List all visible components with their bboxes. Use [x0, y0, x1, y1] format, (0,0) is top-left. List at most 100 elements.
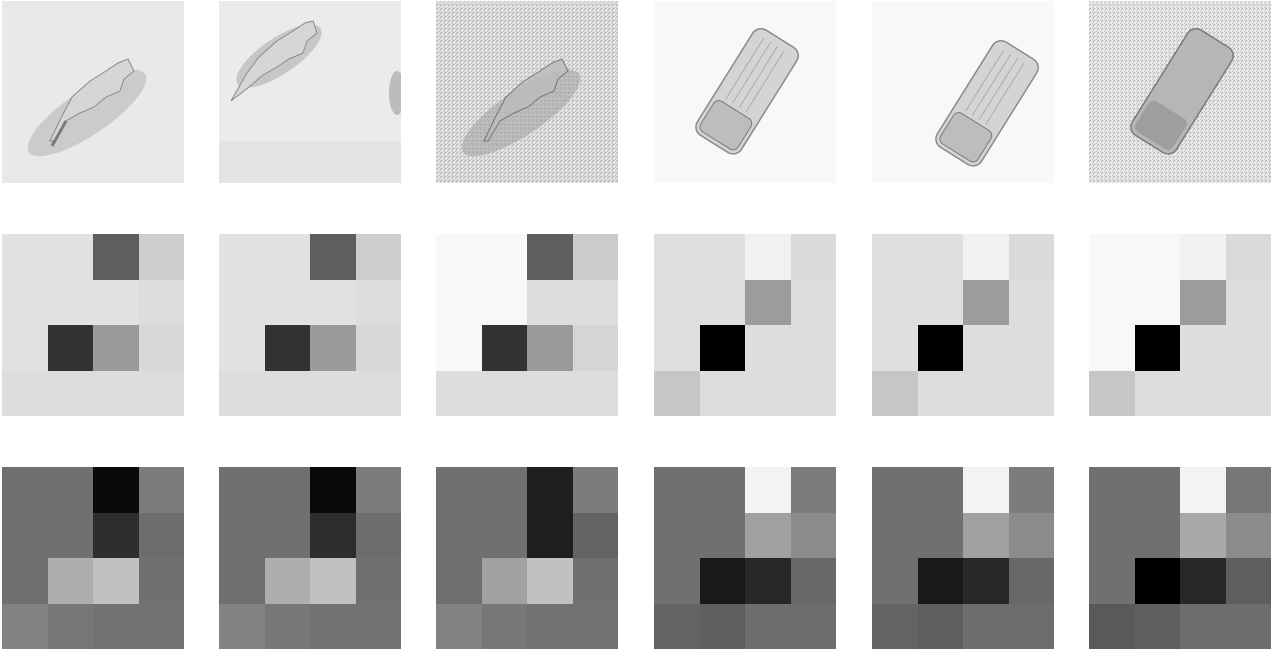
- feature-cell: [654, 279, 700, 325]
- cat-figurine-shifted-image: [219, 1, 401, 183]
- feature-cell: [481, 234, 527, 280]
- feature-cell: [436, 370, 482, 416]
- feature-cell: [699, 325, 745, 371]
- feature-cell: [963, 279, 1009, 325]
- feature-map-a-0: [2, 234, 184, 416]
- feature-cell: [699, 279, 745, 325]
- feature-cell: [1225, 512, 1271, 558]
- feature-cell: [572, 234, 618, 280]
- feature-cell: [93, 603, 139, 649]
- feature-cell: [436, 512, 482, 558]
- feature-cell: [917, 279, 963, 325]
- feature-map-a-3: [654, 234, 836, 416]
- feature-cell: [47, 325, 93, 371]
- feature-cell: [1008, 467, 1054, 513]
- feature-cell: [745, 279, 791, 325]
- feature-map-a-2: [436, 234, 618, 416]
- feature-cell: [872, 370, 918, 416]
- feature-cell: [264, 370, 310, 416]
- feature-cell: [355, 234, 401, 280]
- feature-cell: [355, 325, 401, 371]
- feature-cell: [310, 512, 356, 558]
- feature-cell: [93, 325, 139, 371]
- feature-cell: [93, 279, 139, 325]
- feature-cell: [1134, 370, 1180, 416]
- feature-cell: [47, 234, 93, 280]
- feature-cell: [47, 370, 93, 416]
- feature-cell: [745, 467, 791, 513]
- feature-map-a-5: [1089, 234, 1271, 416]
- feature-cell: [872, 512, 918, 558]
- feature-cell: [436, 234, 482, 280]
- feature-cell: [1089, 603, 1135, 649]
- feature-cell: [355, 279, 401, 325]
- feature-cell: [963, 603, 1009, 649]
- input-image-cat-original: [2, 1, 184, 183]
- feature-cell: [790, 279, 836, 325]
- feature-cell: [219, 370, 265, 416]
- input-image-van-original: [654, 1, 836, 183]
- feature-cell: [1180, 558, 1226, 604]
- feature-cell: [138, 279, 184, 325]
- feature-cell: [745, 558, 791, 604]
- feature-cell: [1008, 279, 1054, 325]
- feature-cell: [138, 558, 184, 604]
- feature-cell: [1180, 603, 1226, 649]
- feature-cell: [1089, 234, 1135, 280]
- feature-cell: [654, 370, 700, 416]
- feature-cell: [963, 512, 1009, 558]
- feature-cell: [2, 558, 48, 604]
- feature-cell: [1089, 279, 1135, 325]
- feature-cell: [572, 279, 618, 325]
- feature-cell: [745, 512, 791, 558]
- feature-cell: [790, 234, 836, 280]
- feature-cell: [699, 234, 745, 280]
- feature-cell: [355, 467, 401, 513]
- feature-cell: [47, 558, 93, 604]
- input-image-cat-shifted: [219, 1, 401, 183]
- feature-cell: [481, 370, 527, 416]
- feature-cell: [790, 603, 836, 649]
- feature-cell: [872, 603, 918, 649]
- feature-cell: [47, 467, 93, 513]
- feature-cell: [1180, 279, 1226, 325]
- feature-cell: [219, 558, 265, 604]
- feature-cell: [699, 512, 745, 558]
- feature-cell: [872, 279, 918, 325]
- feature-cell: [436, 279, 482, 325]
- feature-cell: [699, 467, 745, 513]
- feature-map-b-0: [2, 467, 184, 649]
- feature-cell: [1089, 512, 1135, 558]
- feature-cell: [1225, 558, 1271, 604]
- feature-map-b-4: [872, 467, 1054, 649]
- feature-cell: [310, 325, 356, 371]
- feature-cell: [481, 512, 527, 558]
- feature-cell: [2, 512, 48, 558]
- feature-cell: [963, 325, 1009, 371]
- feature-cell: [481, 325, 527, 371]
- feature-cell: [219, 512, 265, 558]
- feature-cell: [745, 325, 791, 371]
- feature-cell: [963, 234, 1009, 280]
- feature-cell: [572, 325, 618, 371]
- feature-cell: [654, 467, 700, 513]
- feature-cell: [1008, 234, 1054, 280]
- feature-cell: [93, 370, 139, 416]
- feature-cell: [2, 234, 48, 280]
- feature-cell: [264, 603, 310, 649]
- feature-cell: [1008, 558, 1054, 604]
- feature-cell: [264, 234, 310, 280]
- feature-cell: [872, 558, 918, 604]
- feature-cell: [1134, 234, 1180, 280]
- feature-cell: [481, 279, 527, 325]
- toy-van-noisy-image: [1089, 1, 1271, 183]
- feature-cell: [699, 603, 745, 649]
- cat-figurine-noisy-image: [436, 1, 618, 183]
- feature-cell: [1225, 325, 1271, 371]
- feature-cell: [1180, 467, 1226, 513]
- feature-cell: [436, 325, 482, 371]
- feature-cell: [963, 370, 1009, 416]
- feature-cell: [917, 234, 963, 280]
- feature-cell: [219, 325, 265, 371]
- feature-cell: [93, 558, 139, 604]
